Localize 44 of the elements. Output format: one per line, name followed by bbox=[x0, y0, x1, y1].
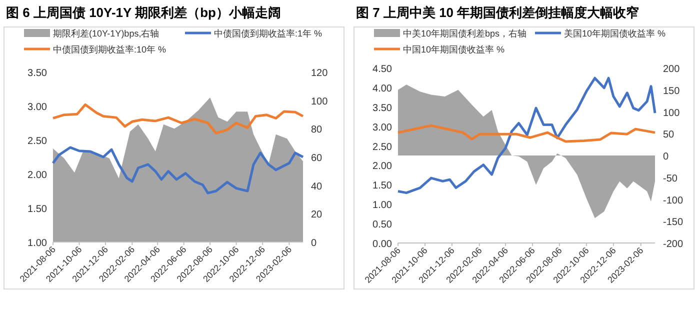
y-tick-label: 0.50 bbox=[372, 220, 392, 231]
y-tick-label: 1.50 bbox=[28, 204, 48, 215]
legend-label: 美国10年期国债收益率 % bbox=[564, 28, 666, 38]
chart-title: 图 6 上周国债 10Y-1Y 期限利差（bp）小幅走阔 bbox=[6, 5, 281, 20]
y-tick-label: 1.00 bbox=[372, 200, 392, 212]
line-series bbox=[52, 103, 304, 134]
y2-tick-label: 80 bbox=[311, 124, 323, 136]
y-tick-label: 1.50 bbox=[372, 180, 392, 192]
y2-tick-label: 200 bbox=[663, 64, 680, 75]
y2-tick-label: -200 bbox=[663, 239, 684, 250]
legend-label: 中债国债到期收益率:1年 % bbox=[214, 28, 322, 38]
y2-tick-label: 150 bbox=[663, 86, 680, 97]
line-series bbox=[52, 146, 304, 194]
y2-tick-label: 100 bbox=[663, 108, 680, 119]
y2-tick-label: 60 bbox=[311, 153, 323, 164]
y-tick-label: 1.00 bbox=[28, 238, 48, 249]
y-tick-label: 4.50 bbox=[372, 64, 392, 75]
legend-label: 中国10年期国债收益率 % bbox=[403, 44, 505, 54]
y-tick-label: 3.00 bbox=[28, 102, 48, 113]
y2-tick-label: -150 bbox=[663, 217, 684, 228]
line-series bbox=[396, 124, 656, 143]
y2-tick-label: 50 bbox=[663, 130, 675, 141]
y2-tick-label: 40 bbox=[311, 181, 323, 192]
legend-label: 中美10年期国债利差bps，右轴 bbox=[403, 28, 527, 38]
y-tick-label: 2.00 bbox=[372, 161, 392, 172]
y2-tick-label: 0 bbox=[663, 152, 669, 162]
legend-label: 中债国债到期收益率:10年 % bbox=[53, 44, 166, 54]
y-tick-label: 4.00 bbox=[372, 83, 392, 94]
y-tick-label: 2.50 bbox=[28, 136, 48, 147]
y2-tick-label: -100 bbox=[663, 195, 684, 206]
y-tick-label: 3.50 bbox=[28, 68, 48, 79]
y2-tick-label: -50 bbox=[663, 173, 678, 184]
y2-tick-label: 100 bbox=[311, 96, 328, 108]
chart-title: 图 7 上周中美 10 年期国债利差倒挂幅度大幅收窄 bbox=[356, 5, 640, 20]
y-tick-label: 3.50 bbox=[372, 102, 392, 114]
y2-tick-label: 20 bbox=[311, 210, 323, 221]
y2-tick-label: 120 bbox=[311, 68, 328, 79]
y2-tick-label: 0 bbox=[311, 238, 317, 249]
y-tick-label: 0.00 bbox=[372, 239, 392, 250]
y-tick-label: 3.00 bbox=[372, 122, 392, 134]
legend-label: 期限利差(10Y-1Y)bps,右轴 bbox=[53, 28, 160, 38]
y-tick-label: 2.00 bbox=[28, 170, 48, 181]
line-series bbox=[396, 76, 656, 194]
y-tick-label: 2.50 bbox=[372, 142, 392, 153]
